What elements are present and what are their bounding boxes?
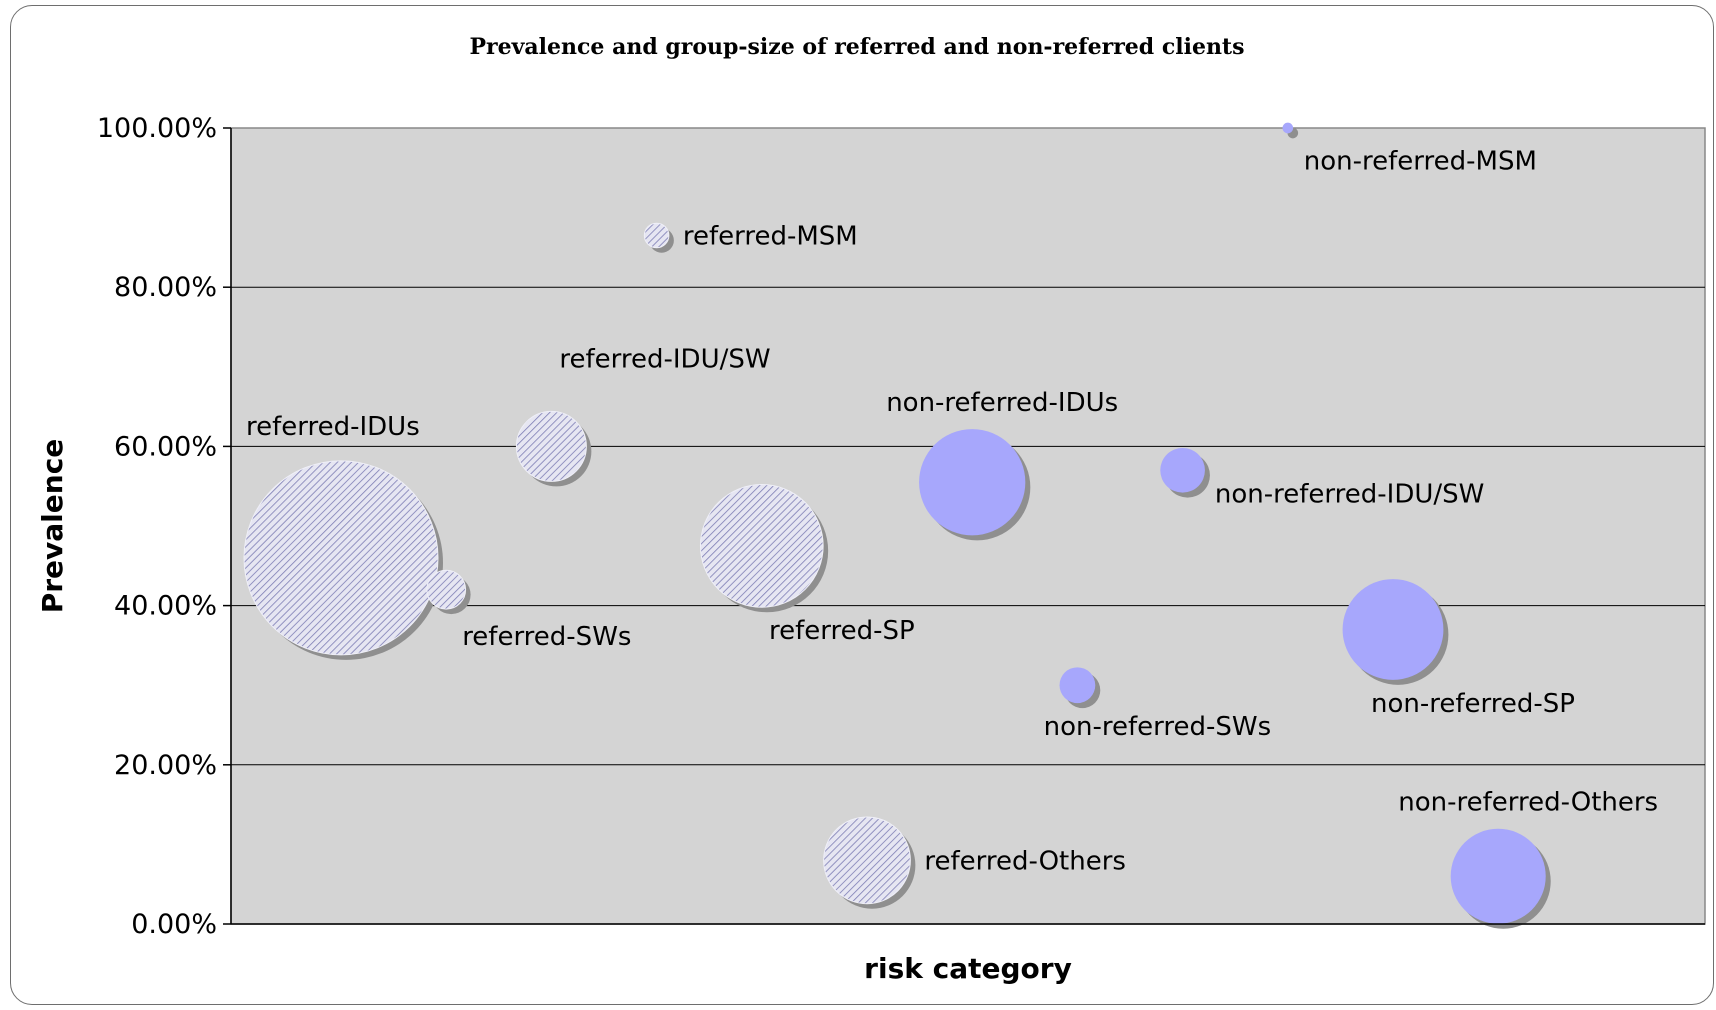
bubble-label: referred-SP (769, 616, 915, 646)
referred-bubble (699, 484, 824, 608)
non-referred-bubble (1342, 579, 1444, 680)
referred-bubble (823, 816, 911, 905)
bubble-label: referred-MSM (683, 221, 858, 251)
referred-bubble (515, 410, 587, 482)
y-tick-label: 80.00% (114, 272, 217, 303)
bubble-label: non-referred-MSM (1304, 146, 1537, 176)
bubble-label: non-referred-SWs (1044, 712, 1272, 742)
bubble-label: non-referred-SP (1371, 689, 1575, 719)
y-axis-ticks: 0.00% 20.00% 40.00% 60.00% 80.00% 100.00% (97, 113, 231, 940)
y-axis-title: Prevalence (36, 439, 69, 614)
non-referred-bubble (1282, 122, 1294, 134)
x-axis-title: risk category (864, 952, 1072, 985)
referred-bubble (426, 569, 467, 610)
bubble-label: referred-IDUs (246, 412, 420, 442)
bubble-label: referred-SWs (462, 622, 631, 652)
y-tick-label: 0.00% (131, 909, 217, 940)
bubbles (243, 122, 1551, 929)
y-tick-label: 20.00% (114, 750, 217, 781)
bubble-label: non-referred-Others (1398, 788, 1658, 818)
non-referred-bubble (1450, 828, 1546, 924)
bubble-label: referred-Others (924, 846, 1126, 876)
bubble-label: referred-IDU/SW (559, 344, 770, 374)
y-tick-label: 40.00% (114, 591, 217, 622)
non-referred-bubble (1160, 447, 1205, 493)
bubble-label: non-referred-IDUs (886, 388, 1118, 418)
referred-bubble (643, 222, 670, 249)
non-referred-bubble (1059, 667, 1096, 704)
referred-bubble (243, 460, 439, 656)
y-tick-label: 100.00% (97, 113, 217, 144)
non-referred-bubble (919, 429, 1026, 536)
y-tick-label: 60.00% (114, 431, 217, 462)
bubble-labels: referred-IDUs referred-SWs referred-IDU/SW… (246, 146, 1658, 876)
chart-title: Prevalence and group-size of referred an… (470, 34, 1245, 60)
bubble-label: non-referred-IDU/SW (1215, 479, 1484, 509)
